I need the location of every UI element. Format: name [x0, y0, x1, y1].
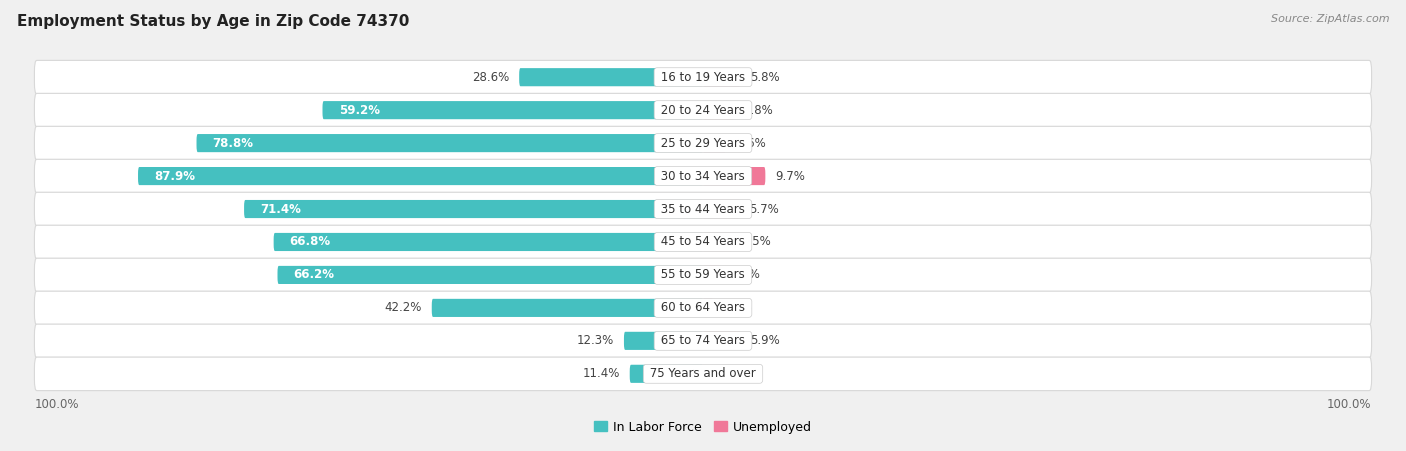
FancyBboxPatch shape	[138, 167, 703, 185]
FancyBboxPatch shape	[432, 299, 703, 317]
Text: 60 to 64 Years: 60 to 64 Years	[657, 301, 749, 314]
Text: 66.8%: 66.8%	[290, 235, 330, 249]
FancyBboxPatch shape	[197, 134, 703, 152]
Text: 5.9%: 5.9%	[751, 334, 780, 347]
Text: 42.2%: 42.2%	[385, 301, 422, 314]
Text: 1.6%: 1.6%	[723, 301, 752, 314]
Text: 4.5%: 4.5%	[741, 235, 772, 249]
FancyBboxPatch shape	[34, 193, 1372, 226]
FancyBboxPatch shape	[703, 200, 740, 218]
Text: 75 Years and over: 75 Years and over	[647, 367, 759, 380]
FancyBboxPatch shape	[245, 200, 703, 218]
FancyBboxPatch shape	[703, 266, 720, 284]
FancyBboxPatch shape	[34, 291, 1372, 324]
Text: 45 to 54 Years: 45 to 54 Years	[657, 235, 749, 249]
Text: 87.9%: 87.9%	[155, 170, 195, 183]
FancyBboxPatch shape	[703, 332, 741, 350]
FancyBboxPatch shape	[34, 94, 1372, 127]
FancyBboxPatch shape	[703, 233, 733, 251]
FancyBboxPatch shape	[34, 324, 1372, 357]
Text: 59.2%: 59.2%	[339, 104, 380, 117]
FancyBboxPatch shape	[34, 127, 1372, 160]
Text: Source: ZipAtlas.com: Source: ZipAtlas.com	[1271, 14, 1389, 23]
FancyBboxPatch shape	[34, 226, 1372, 258]
FancyBboxPatch shape	[703, 167, 765, 185]
Text: 2.7%: 2.7%	[730, 268, 759, 281]
FancyBboxPatch shape	[519, 68, 703, 86]
FancyBboxPatch shape	[34, 258, 1372, 291]
Text: 65 to 74 Years: 65 to 74 Years	[657, 334, 749, 347]
Text: 100.0%: 100.0%	[35, 397, 79, 410]
FancyBboxPatch shape	[703, 299, 713, 317]
FancyBboxPatch shape	[703, 134, 725, 152]
Text: 28.6%: 28.6%	[472, 71, 509, 84]
Text: 100.0%: 100.0%	[1327, 397, 1371, 410]
FancyBboxPatch shape	[34, 61, 1372, 94]
Text: 5.7%: 5.7%	[749, 202, 779, 216]
FancyBboxPatch shape	[274, 233, 703, 251]
FancyBboxPatch shape	[624, 332, 703, 350]
Legend: In Labor Force, Unemployed: In Labor Force, Unemployed	[589, 416, 817, 439]
Text: 25 to 29 Years: 25 to 29 Years	[657, 137, 749, 150]
Text: 16 to 19 Years: 16 to 19 Years	[657, 71, 749, 84]
Text: 55 to 59 Years: 55 to 59 Years	[657, 268, 749, 281]
FancyBboxPatch shape	[630, 365, 703, 383]
FancyBboxPatch shape	[277, 266, 703, 284]
Text: 66.2%: 66.2%	[294, 268, 335, 281]
FancyBboxPatch shape	[703, 68, 741, 86]
Text: 0.0%: 0.0%	[713, 367, 742, 380]
Text: 20 to 24 Years: 20 to 24 Years	[657, 104, 749, 117]
Text: 11.4%: 11.4%	[582, 367, 620, 380]
Text: 12.3%: 12.3%	[576, 334, 614, 347]
FancyBboxPatch shape	[322, 101, 703, 119]
Text: 4.8%: 4.8%	[744, 104, 773, 117]
Text: 30 to 34 Years: 30 to 34 Years	[657, 170, 749, 183]
Text: 5.8%: 5.8%	[749, 71, 779, 84]
Text: 3.6%: 3.6%	[735, 137, 765, 150]
Text: 35 to 44 Years: 35 to 44 Years	[657, 202, 749, 216]
FancyBboxPatch shape	[703, 101, 734, 119]
Text: 9.7%: 9.7%	[775, 170, 804, 183]
Text: 78.8%: 78.8%	[212, 137, 253, 150]
Text: 71.4%: 71.4%	[260, 202, 301, 216]
FancyBboxPatch shape	[34, 357, 1372, 390]
Text: Employment Status by Age in Zip Code 74370: Employment Status by Age in Zip Code 743…	[17, 14, 409, 28]
FancyBboxPatch shape	[34, 160, 1372, 193]
